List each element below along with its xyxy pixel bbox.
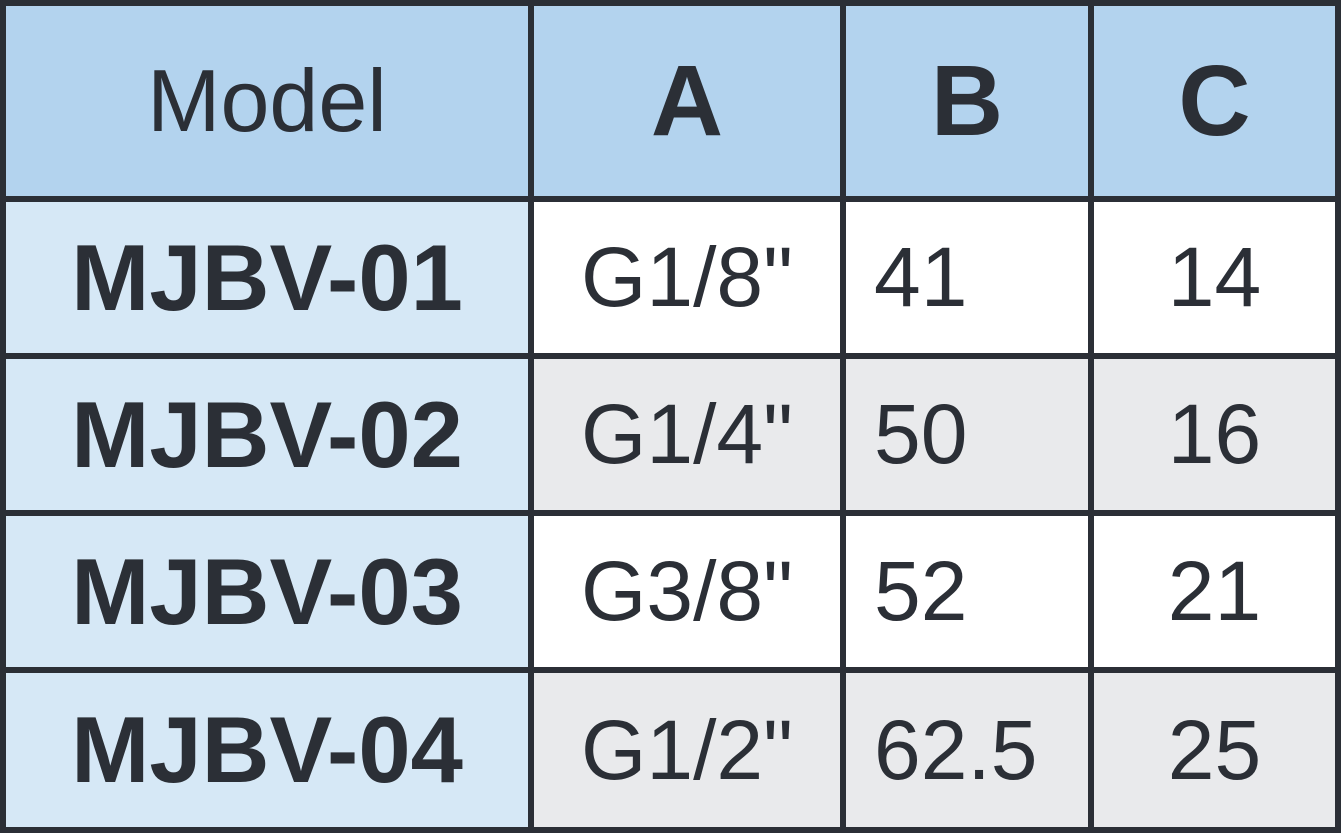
model-cell: MJBV-03 [6, 516, 528, 667]
value-cell: 41 [846, 202, 1088, 353]
value-cell: G1/8" [534, 202, 840, 353]
value-cell: 50 [846, 359, 1088, 510]
model-cell: MJBV-04 [6, 673, 528, 827]
value-cell: G3/8" [534, 516, 840, 667]
header-cell: A [534, 6, 840, 196]
value-cell: 25 [1094, 673, 1335, 827]
value-cell: 16 [1094, 359, 1335, 510]
header-cell: B [846, 6, 1088, 196]
header-cell: C [1094, 6, 1335, 196]
value-cell: 14 [1094, 202, 1335, 353]
model-cell: MJBV-01 [6, 202, 528, 353]
value-cell: 52 [846, 516, 1088, 667]
value-cell: G1/4" [534, 359, 840, 510]
model-cell: MJBV-02 [6, 359, 528, 510]
header-cell: Model [6, 6, 528, 196]
value-cell: 21 [1094, 516, 1335, 667]
value-cell: G1/2" [534, 673, 840, 827]
value-cell: 62.5 [846, 673, 1088, 827]
